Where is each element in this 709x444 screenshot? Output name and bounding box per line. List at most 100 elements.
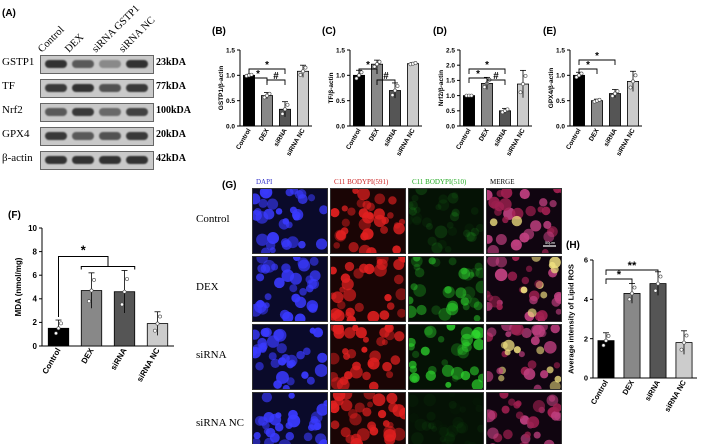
bar: [649, 283, 667, 379]
wb-strip: [40, 103, 154, 122]
wb-band: [72, 108, 94, 116]
significance-bracket: [486, 79, 506, 85]
category-label: siRNA NC: [285, 127, 306, 157]
wb-protein-label: GPX4: [2, 128, 30, 140]
significance-label: **: [628, 260, 637, 272]
data-point: [280, 111, 285, 116]
y-tick-label: 4: [33, 295, 38, 304]
category-label: siRNA NC: [505, 127, 526, 157]
y-tick-label: 0.5: [446, 108, 455, 115]
data-point: [597, 97, 602, 102]
data-point: [630, 291, 634, 296]
significance-label: *: [366, 60, 370, 71]
chart-h: Average intensity of Lipid ROS 0 2 4 6 Contro…: [567, 256, 697, 413]
data-point: [574, 75, 579, 80]
wb-band: [126, 156, 148, 164]
y-tick-label: 0: [584, 374, 588, 383]
data-point: [265, 93, 269, 98]
y-axis-label: GSTP1/β-actin: [218, 66, 225, 110]
significance-bracket: [58, 255, 109, 318]
data-point: [359, 70, 364, 75]
data-point: [684, 333, 689, 338]
data-point: [262, 95, 267, 100]
data-point: [372, 64, 377, 69]
bar: [353, 74, 365, 127]
bar: [591, 100, 603, 127]
microscopy-column-label: C11 BODYPI(510): [412, 178, 467, 186]
microscopy-cell: [486, 324, 562, 390]
y-tick-label: 4: [584, 295, 589, 304]
data-point: [122, 289, 127, 294]
category-label: siRNA NC: [615, 127, 636, 157]
wb-kda-label: 77kDA: [156, 81, 187, 92]
chart-f: MDA (nmol/mg) 0 2 4 6 8 10 Control DEX siRNA siRNA…: [14, 224, 174, 383]
data-point: [120, 302, 124, 307]
microscopy-cell: [408, 256, 484, 322]
microscopy-cell: [408, 324, 484, 390]
significance-label: *: [485, 60, 489, 71]
panel-label-a: (A): [2, 8, 16, 19]
category-label: Control: [41, 347, 63, 376]
y-tick-label: 0.5: [226, 98, 235, 105]
data-point: [682, 340, 686, 345]
category-label: DEX: [620, 379, 636, 397]
wb-strip: [40, 127, 154, 146]
microscopy-cell: [330, 256, 406, 322]
category-label: siRNA: [273, 127, 289, 148]
y-axis-label: MDA (nmol/mg): [14, 257, 23, 316]
microscopy-cell: [252, 256, 328, 322]
wb-lane-label: Control: [36, 24, 67, 55]
data-point: [298, 73, 303, 77]
microscopy-cell: [408, 188, 484, 254]
wb-band: [45, 60, 67, 68]
wb-band: [99, 84, 121, 92]
wb-band: [99, 108, 121, 116]
data-point: [653, 288, 658, 293]
data-point: [285, 102, 290, 107]
y-tick-label: 6: [584, 256, 588, 265]
category-label: DEX: [368, 127, 381, 143]
category-label: DEX: [588, 127, 601, 143]
y-tick-label: 1.0: [446, 93, 455, 100]
panel-label-h: (H): [566, 240, 580, 251]
wb-band: [72, 156, 94, 164]
wb-kda-label: 23kDA: [156, 57, 187, 68]
wb-band: [72, 60, 94, 68]
y-tick-label: 0.0: [556, 123, 565, 130]
data-point: [158, 314, 162, 319]
category-label: siRNA NC: [663, 378, 689, 413]
data-point: [395, 84, 400, 88]
y-tick-label: 1.5: [336, 47, 345, 54]
data-point: [375, 62, 379, 67]
significance-bracket: [605, 278, 633, 284]
data-point: [604, 338, 608, 343]
y-tick-label: 1.0: [226, 73, 235, 80]
panel-label-e: (E): [543, 26, 557, 37]
data-point: [357, 73, 361, 78]
wb-protein-label: β-actin: [2, 152, 33, 164]
data-point: [54, 331, 58, 336]
significance-bracket: [358, 68, 378, 74]
significance-bracket: [80, 265, 136, 270]
wb-band: [99, 60, 121, 68]
data-point: [579, 71, 584, 76]
data-point: [656, 281, 660, 286]
wb-row: GPX4 20kDA: [2, 126, 206, 146]
bar: [261, 95, 273, 127]
data-point: [354, 76, 359, 81]
bar: [573, 74, 585, 127]
data-point: [615, 89, 620, 94]
y-tick-label: 0.0: [226, 123, 235, 130]
microscopy-cell: 50μm: [486, 188, 562, 254]
y-tick-label: 1.5: [226, 47, 235, 54]
microscopy-row-label: DEX: [196, 281, 219, 293]
wb-row: β-actin 42kDA: [2, 150, 206, 170]
data-point: [482, 85, 487, 89]
category-label: Control: [345, 127, 363, 151]
y-tick-label: 1.0: [336, 73, 345, 80]
microscopy-cell: [330, 188, 406, 254]
microscopy-cell: [486, 256, 562, 322]
data-point: [390, 93, 395, 97]
data-point: [56, 326, 61, 331]
significance-label: #: [273, 71, 279, 82]
